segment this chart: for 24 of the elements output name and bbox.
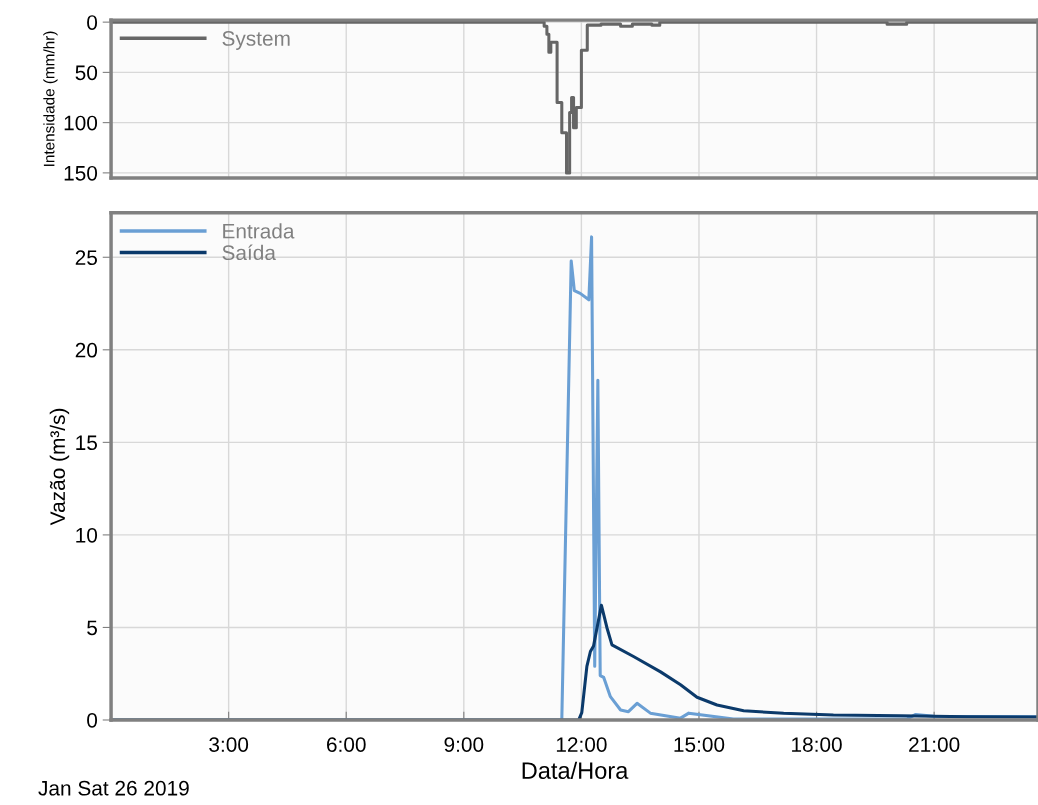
text: Jan Sat 26 2019: [38, 780, 189, 796]
y-tick-label: 0: [87, 15, 98, 30]
x-axis-title: Data/Hora: [522, 761, 629, 779]
y-tick-label: 25: [75, 250, 97, 266]
y-axis-title: Vazão (m³/s): [49, 408, 70, 526]
x-tick-label: 18:00: [792, 737, 842, 752]
y-tick-label: 150: [64, 165, 98, 181]
y-tick-label: 10: [76, 527, 98, 543]
y-tick-label: 100: [64, 115, 98, 131]
legend-label: Saída: [222, 244, 276, 261]
x-tick-label: 15:00: [674, 737, 725, 752]
y-tick-label: 15: [76, 435, 97, 451]
legend-label: Entrada: [223, 223, 295, 239]
x-tick-label: 3:00: [209, 737, 249, 752]
x-tick-label: 9:00: [444, 737, 484, 752]
y-tick-label: 50: [75, 65, 98, 81]
y-axis-title: Intensidade (mm/hr): [43, 31, 58, 166]
x-tick-label: 21:00: [909, 737, 960, 752]
x-tick-label: 12:00: [556, 737, 607, 752]
y-tick-label: 5: [87, 620, 97, 636]
legend-label: System: [222, 31, 290, 50]
y-tick-label: 0: [87, 712, 98, 728]
y-tick-label: 20: [75, 342, 98, 358]
x-tick-label: 6:00: [327, 737, 366, 752]
